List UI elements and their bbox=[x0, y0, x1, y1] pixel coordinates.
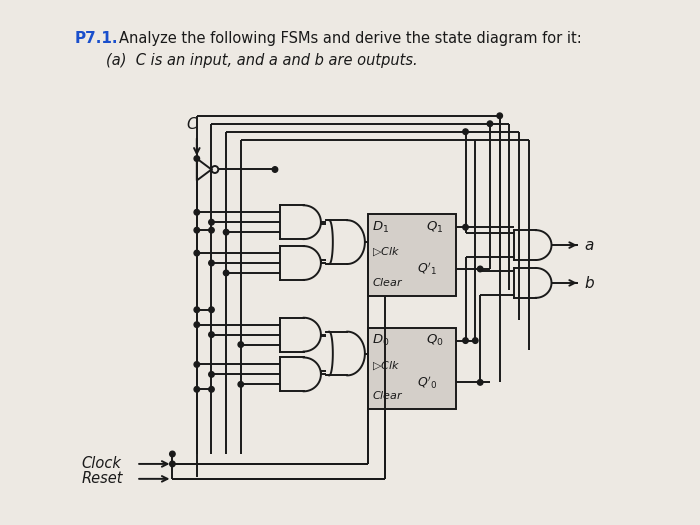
Text: P7.1.: P7.1. bbox=[75, 31, 118, 46]
Text: $Clear$: $Clear$ bbox=[372, 390, 403, 401]
Text: $D_1$: $D_1$ bbox=[372, 219, 389, 235]
Circle shape bbox=[223, 229, 229, 235]
Text: $\triangleright Clk$: $\triangleright Clk$ bbox=[372, 359, 400, 372]
Text: C: C bbox=[187, 117, 197, 132]
Text: Analyze the following FSMs and derive the state diagram for it:: Analyze the following FSMs and derive th… bbox=[118, 31, 582, 46]
Circle shape bbox=[194, 307, 199, 312]
Circle shape bbox=[209, 386, 214, 392]
Circle shape bbox=[194, 362, 199, 367]
Circle shape bbox=[463, 338, 468, 343]
Circle shape bbox=[169, 451, 175, 457]
Circle shape bbox=[169, 461, 175, 467]
Text: $\triangleright Clk$: $\triangleright Clk$ bbox=[372, 246, 400, 258]
Circle shape bbox=[194, 209, 199, 215]
FancyBboxPatch shape bbox=[368, 328, 456, 409]
Circle shape bbox=[209, 372, 214, 377]
Circle shape bbox=[477, 380, 483, 385]
Circle shape bbox=[209, 307, 214, 312]
Circle shape bbox=[209, 260, 214, 266]
Circle shape bbox=[497, 113, 503, 119]
Circle shape bbox=[194, 227, 199, 233]
Circle shape bbox=[194, 322, 199, 328]
Circle shape bbox=[194, 156, 199, 161]
Text: $a$: $a$ bbox=[584, 238, 594, 253]
Text: $D_0$: $D_0$ bbox=[372, 333, 389, 348]
Text: $Q'_1$: $Q'_1$ bbox=[416, 261, 437, 277]
Circle shape bbox=[194, 386, 199, 392]
Circle shape bbox=[477, 266, 483, 272]
Circle shape bbox=[473, 338, 478, 343]
Circle shape bbox=[209, 227, 214, 233]
Circle shape bbox=[209, 332, 214, 338]
Text: Reset: Reset bbox=[81, 471, 123, 486]
Circle shape bbox=[238, 382, 244, 387]
Text: (a)  C is an input, and a and b are outputs.: (a) C is an input, and a and b are outpu… bbox=[106, 53, 418, 68]
Circle shape bbox=[463, 224, 468, 230]
Circle shape bbox=[487, 121, 493, 127]
Text: $Q_1$: $Q_1$ bbox=[426, 219, 444, 235]
FancyBboxPatch shape bbox=[368, 214, 456, 296]
Circle shape bbox=[238, 342, 244, 348]
Text: $Q_0$: $Q_0$ bbox=[426, 333, 444, 348]
Text: $Q'_0$: $Q'_0$ bbox=[416, 374, 438, 391]
Text: $b$: $b$ bbox=[584, 275, 595, 291]
Circle shape bbox=[223, 270, 229, 276]
Circle shape bbox=[272, 167, 278, 172]
Circle shape bbox=[194, 250, 199, 256]
Text: $Clear$: $Clear$ bbox=[372, 276, 403, 288]
Circle shape bbox=[463, 129, 468, 134]
Circle shape bbox=[209, 219, 214, 225]
Text: Clock: Clock bbox=[81, 456, 121, 471]
